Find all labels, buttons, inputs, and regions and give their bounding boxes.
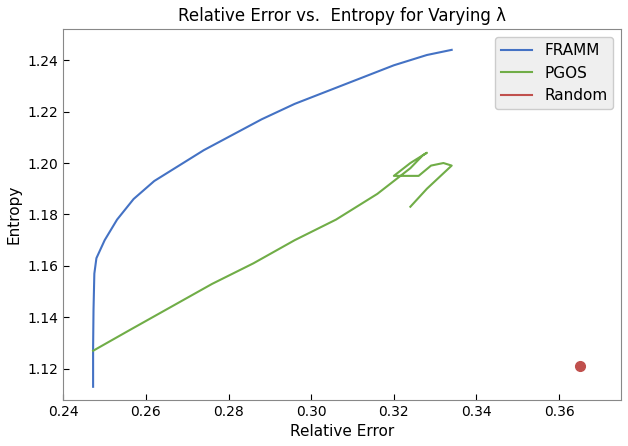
FRAMM	[258, 116, 266, 122]
FRAMM	[151, 178, 158, 184]
PGOS	[89, 348, 97, 353]
PGOS	[440, 161, 447, 166]
PGOS	[332, 217, 340, 222]
Y-axis label: Entropy: Entropy	[7, 185, 22, 244]
FRAMM	[175, 163, 183, 168]
FRAMM	[357, 75, 365, 81]
Line: FRAMM: FRAMM	[93, 50, 452, 387]
Title: Relative Error vs.  Entropy for Varying λ: Relative Error vs. Entropy for Varying λ	[178, 7, 506, 25]
PGOS	[249, 260, 257, 266]
PGOS	[406, 204, 414, 210]
PGOS	[448, 163, 455, 168]
FRAMM	[89, 346, 97, 351]
PGOS	[374, 191, 381, 197]
PGOS	[291, 238, 298, 243]
FRAMM	[448, 47, 455, 53]
PGOS	[208, 281, 216, 287]
Legend: FRAMM, PGOS, Random: FRAMM, PGOS, Random	[495, 37, 614, 109]
FRAMM	[90, 307, 97, 312]
X-axis label: Relative Error: Relative Error	[290, 424, 394, 439]
FRAMM	[93, 256, 100, 261]
FRAMM	[390, 62, 398, 68]
FRAMM	[130, 196, 138, 202]
FRAMM	[324, 88, 332, 94]
PGOS	[423, 186, 431, 191]
PGOS	[167, 304, 175, 310]
FRAMM	[229, 132, 237, 137]
FRAMM	[89, 384, 97, 389]
PGOS	[406, 165, 414, 171]
PGOS	[427, 163, 435, 168]
Line: PGOS: PGOS	[93, 153, 452, 351]
FRAMM	[200, 148, 208, 153]
PGOS	[390, 173, 398, 178]
FRAMM	[113, 217, 121, 222]
FRAMM	[291, 101, 298, 107]
PGOS	[406, 161, 414, 166]
FRAMM	[101, 238, 109, 243]
PGOS	[415, 173, 423, 178]
FRAMM	[423, 52, 431, 58]
PGOS	[419, 153, 426, 158]
FRAMM	[90, 271, 98, 276]
PGOS	[126, 327, 133, 333]
PGOS	[423, 150, 431, 155]
